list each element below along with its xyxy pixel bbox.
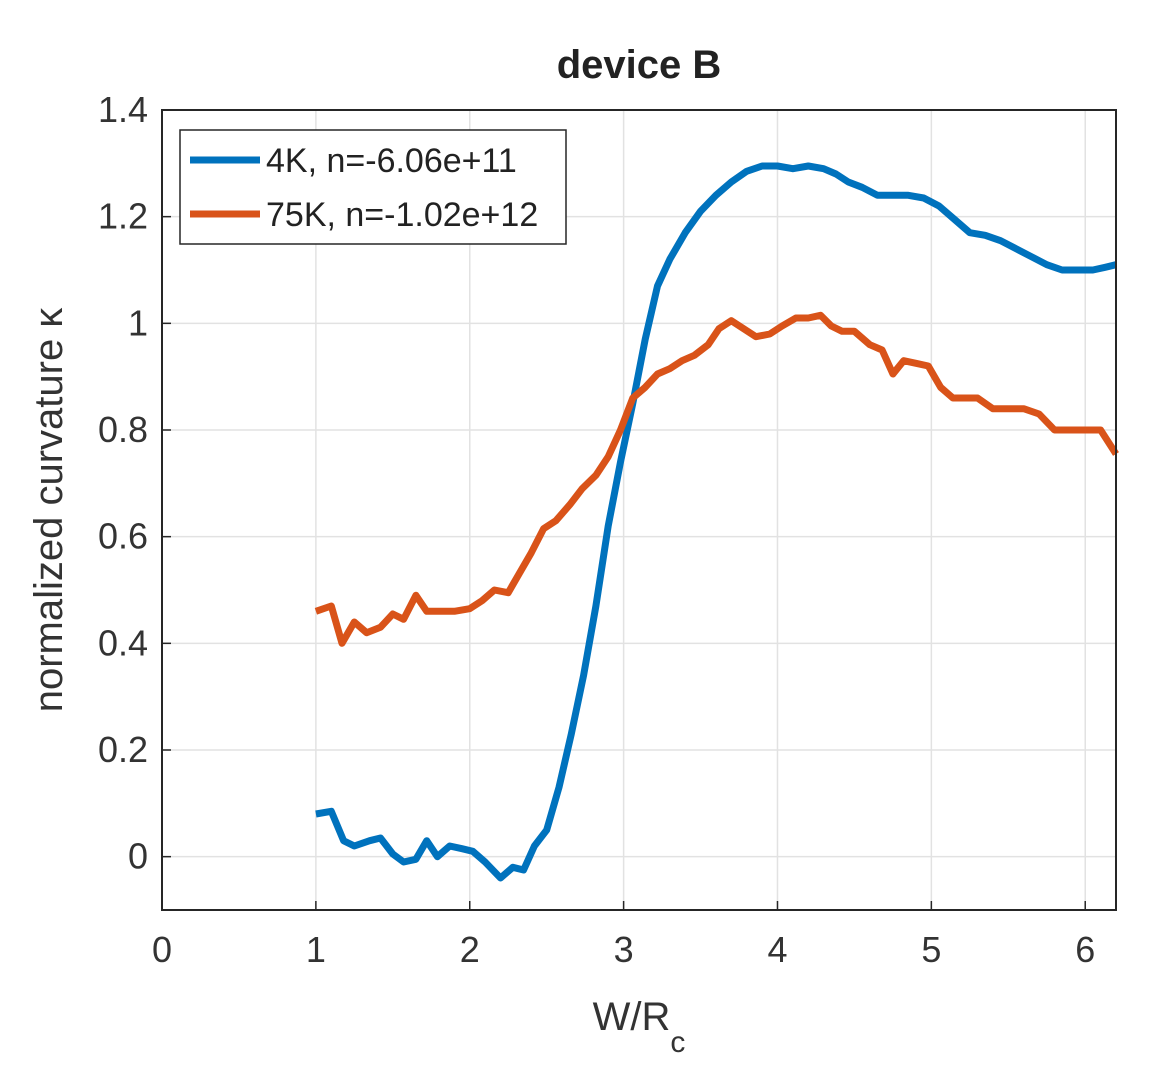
x-tick-label: 0 <box>152 929 172 970</box>
legend-box <box>179 129 567 245</box>
legend: 4K, n=-6.06e+11 75K, n=-1.02e+12 <box>179 129 567 245</box>
x-axis-label: W/Rc <box>593 995 686 1059</box>
series-line-4k <box>315 162 1117 882</box>
y-tick-label: 0.8 <box>98 409 148 450</box>
y-tick-label: 1.2 <box>98 196 148 237</box>
y-tick-label: 1 <box>128 302 148 343</box>
x-axis-label-main: W/R <box>593 995 671 1039</box>
legend-label-75k: 75K, n=-1.02e+12 <box>266 196 538 234</box>
plot-frame <box>161 109 1117 911</box>
y-tick-label: 0.6 <box>98 516 148 557</box>
grid-lines <box>162 110 1116 910</box>
y-tick-label: 0 <box>128 836 148 877</box>
chart-title: device B <box>557 43 722 87</box>
y-tick-labels: 0 0.2 0.4 0.6 0.8 1 1.2 1.4 <box>98 89 171 877</box>
x-tick-labels: 0 1 2 3 4 5 6 <box>152 901 1095 970</box>
y-tick-label: 0.2 <box>98 729 148 770</box>
series-line-75k <box>314 311 1119 647</box>
series-lines <box>314 162 1119 882</box>
x-tick-label: 4 <box>767 929 787 970</box>
y-axis-label: normalized curvature κ <box>27 307 71 713</box>
x-tick-label: 1 <box>306 929 326 970</box>
x-tick-label: 5 <box>921 929 941 970</box>
y-tick-label: 0.4 <box>98 622 148 663</box>
legend-label-4k: 4K, n=-6.06e+11 <box>266 142 517 180</box>
x-tick-label: 3 <box>614 929 634 970</box>
y-tick-label: 1.4 <box>98 89 148 130</box>
x-axis-label-subscript: c <box>670 1026 685 1059</box>
x-tick-label: 2 <box>460 929 480 970</box>
x-tick-label: 6 <box>1075 929 1095 970</box>
